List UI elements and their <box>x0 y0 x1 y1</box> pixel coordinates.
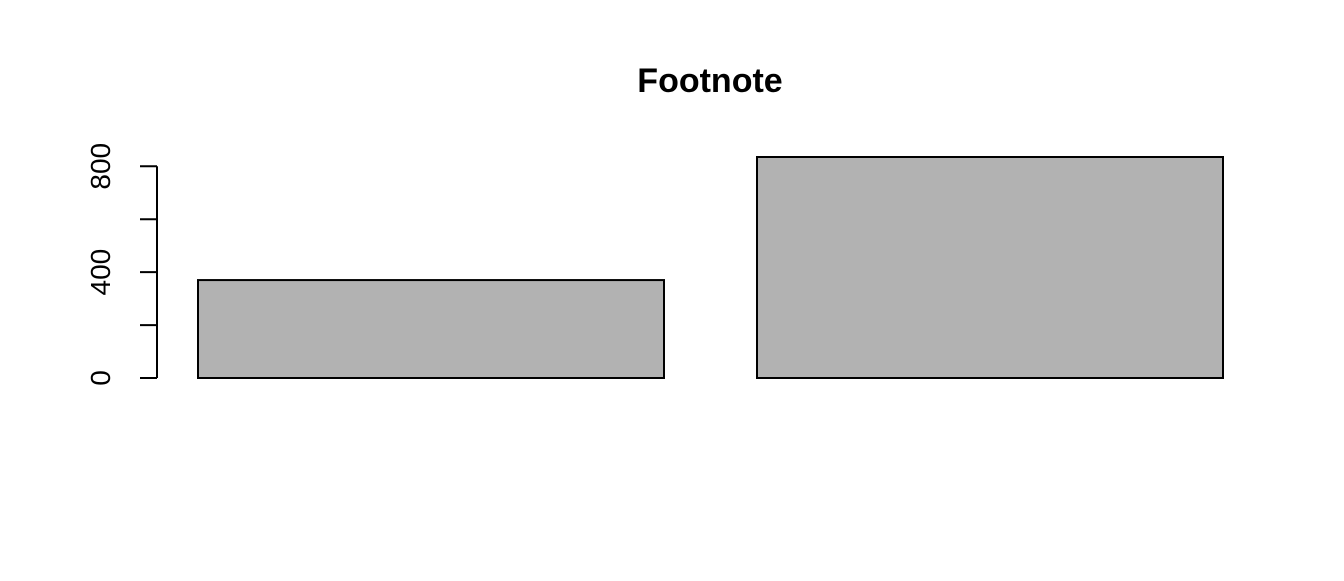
bar-1 <box>197 279 665 380</box>
y-axis: 0 400 800 <box>85 143 158 386</box>
chart-title: Footnote <box>637 62 782 100</box>
y-tick-label: 0 <box>85 370 116 386</box>
bars-layer <box>197 156 1224 380</box>
y-tick-label: 800 <box>85 143 116 190</box>
bar-2 <box>756 156 1224 379</box>
y-tick-label: 400 <box>85 249 116 296</box>
